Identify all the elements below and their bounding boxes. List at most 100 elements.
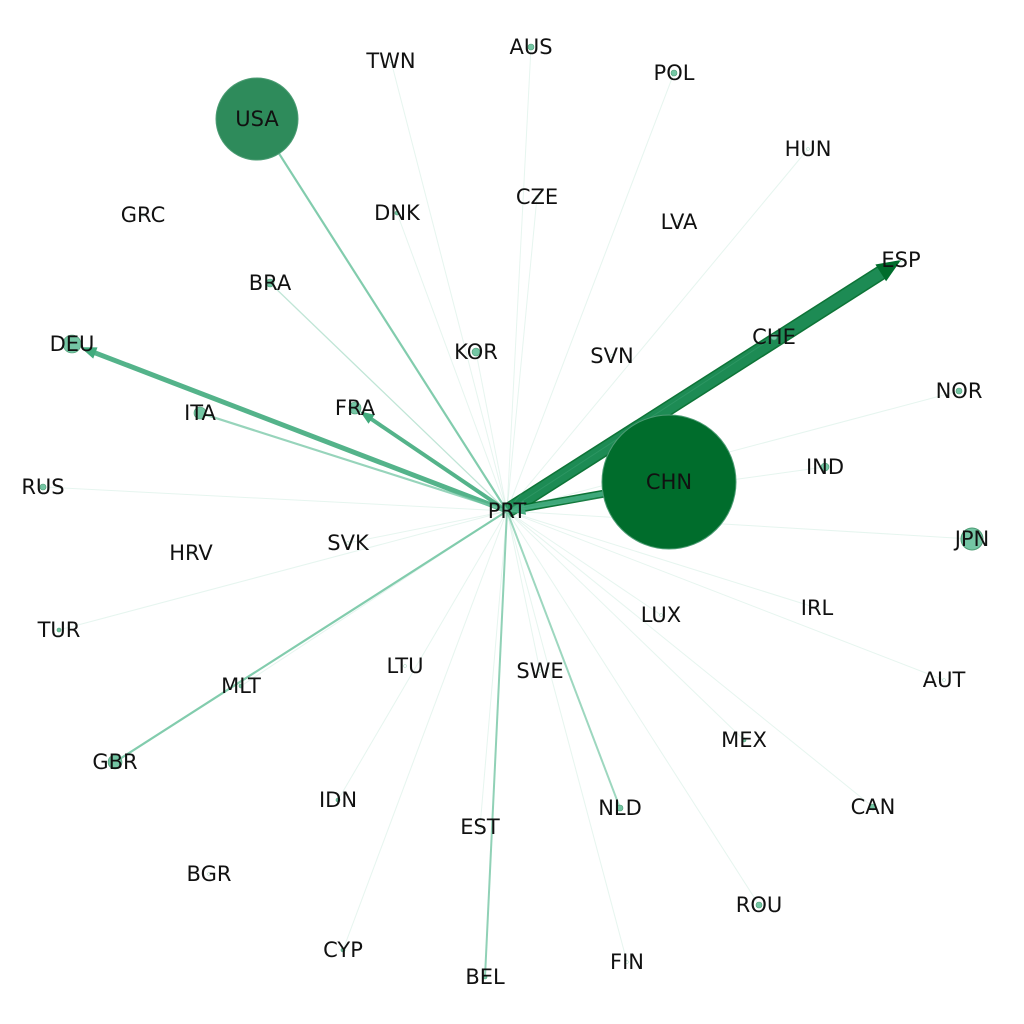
node-esp[interactable] <box>899 258 903 262</box>
node-rou[interactable] <box>755 901 763 909</box>
node-label-che: CHE <box>752 325 796 349</box>
node-prt[interactable] <box>505 509 509 513</box>
node-label-est: EST <box>460 815 500 839</box>
edge-line <box>506 510 541 672</box>
node-lva[interactable] <box>677 220 681 224</box>
node-dnk[interactable] <box>394 210 400 216</box>
node-lux[interactable] <box>659 613 663 617</box>
edge-line <box>520 491 604 511</box>
node-tur[interactable] <box>56 627 62 633</box>
node-kor[interactable] <box>471 347 481 357</box>
edge-prt-bel <box>484 510 508 976</box>
node-ita[interactable] <box>193 406 207 420</box>
edge-prt-hun <box>506 148 809 512</box>
node-label-mlt: MLT <box>221 674 261 698</box>
edge-line <box>343 510 508 949</box>
node-gbr[interactable] <box>107 754 123 770</box>
edge-line <box>278 152 508 512</box>
node-hrv[interactable] <box>189 551 193 555</box>
node-jpn[interactable] <box>960 527 984 551</box>
node-usa[interactable] <box>215 77 299 161</box>
node-bra[interactable] <box>265 278 275 288</box>
edge-prt-swe <box>506 510 541 672</box>
node-label-hrv: HRV <box>169 541 213 565</box>
node-rus[interactable] <box>39 483 47 491</box>
node-label-aus: AUS <box>509 35 552 59</box>
node-label-kor: KOR <box>454 340 498 364</box>
node-svk[interactable] <box>346 541 350 545</box>
edge-line <box>506 510 662 616</box>
edge-prt-dnk <box>397 214 508 512</box>
node-irl[interactable] <box>815 606 819 610</box>
node-swe[interactable] <box>538 669 542 673</box>
node-cze[interactable] <box>535 195 539 199</box>
node-label-tur: TUR <box>37 618 81 642</box>
edge-prt-rou <box>506 510 758 903</box>
node-label-grc: GRC <box>121 203 165 227</box>
edge-line <box>347 510 508 544</box>
node-grc[interactable] <box>141 213 145 217</box>
edge-chn-prt <box>507 489 604 515</box>
edge-prt-twn <box>390 60 508 512</box>
node-label-lva: LVA <box>661 210 698 234</box>
node-label-rus: RUS <box>21 475 64 499</box>
edge-line <box>506 75 674 512</box>
node-label-bra: BRA <box>249 271 292 295</box>
node-label-twn: TWN <box>365 49 415 73</box>
node-che[interactable] <box>770 333 778 341</box>
node-hun[interactable] <box>806 147 810 151</box>
node-label-ind: IND <box>806 455 844 479</box>
node-deu[interactable] <box>62 334 82 354</box>
node-label-svk: SVK <box>327 531 370 555</box>
node-twn[interactable] <box>389 59 393 63</box>
edge-prt-deu <box>80 347 508 514</box>
node-label-deu: DEU <box>50 332 95 356</box>
edge-line <box>45 486 508 512</box>
edge-line <box>506 510 818 609</box>
edge-prt-kor <box>476 355 508 512</box>
edge-line <box>390 60 508 512</box>
node-label-bel: BEL <box>465 965 505 989</box>
edge-arrowhead <box>80 347 98 359</box>
node-ind[interactable] <box>820 462 830 472</box>
edge-line <box>506 148 809 512</box>
node-ltu[interactable] <box>403 664 407 668</box>
edge-line <box>506 510 758 903</box>
node-aut[interactable] <box>942 678 946 682</box>
node-can[interactable] <box>869 803 877 811</box>
node-bgr[interactable] <box>207 872 211 876</box>
node-svn[interactable] <box>610 354 614 358</box>
edge-prt-aut <box>506 510 945 681</box>
node-est[interactable] <box>478 825 482 829</box>
node-cyp[interactable] <box>340 947 346 953</box>
edge-prt-idn <box>338 510 508 799</box>
node-fra[interactable] <box>348 401 362 415</box>
edge-line <box>506 510 743 739</box>
node-aus[interactable] <box>527 43 535 51</box>
node-bel[interactable] <box>482 974 488 980</box>
edge-prt-rus <box>45 486 508 512</box>
edge-line <box>397 214 508 512</box>
node-mex[interactable] <box>741 737 747 743</box>
node-idn[interactable] <box>335 797 341 803</box>
edge-line <box>506 510 620 806</box>
node-fin[interactable] <box>625 960 629 964</box>
edge-prt-esp <box>502 260 901 518</box>
node-label-cze: CZE <box>516 185 558 209</box>
edge-line <box>60 510 508 630</box>
edge-arrowhead <box>360 411 375 424</box>
node-nld[interactable] <box>616 804 624 812</box>
edge-prt-pol <box>506 75 674 512</box>
node-nor[interactable] <box>955 387 963 395</box>
node-mlt[interactable] <box>238 683 244 689</box>
node-chn[interactable] <box>601 414 737 550</box>
edge-line <box>205 413 508 513</box>
node-label-pol: POL <box>654 61 695 85</box>
node-label-idn: IDN <box>319 788 357 812</box>
node-pol[interactable] <box>670 69 678 77</box>
edge-prt-lux <box>506 510 662 616</box>
node-label-cyp: CYP <box>323 938 363 962</box>
edge-line <box>479 510 508 828</box>
node-label-usa: USA <box>235 107 279 131</box>
